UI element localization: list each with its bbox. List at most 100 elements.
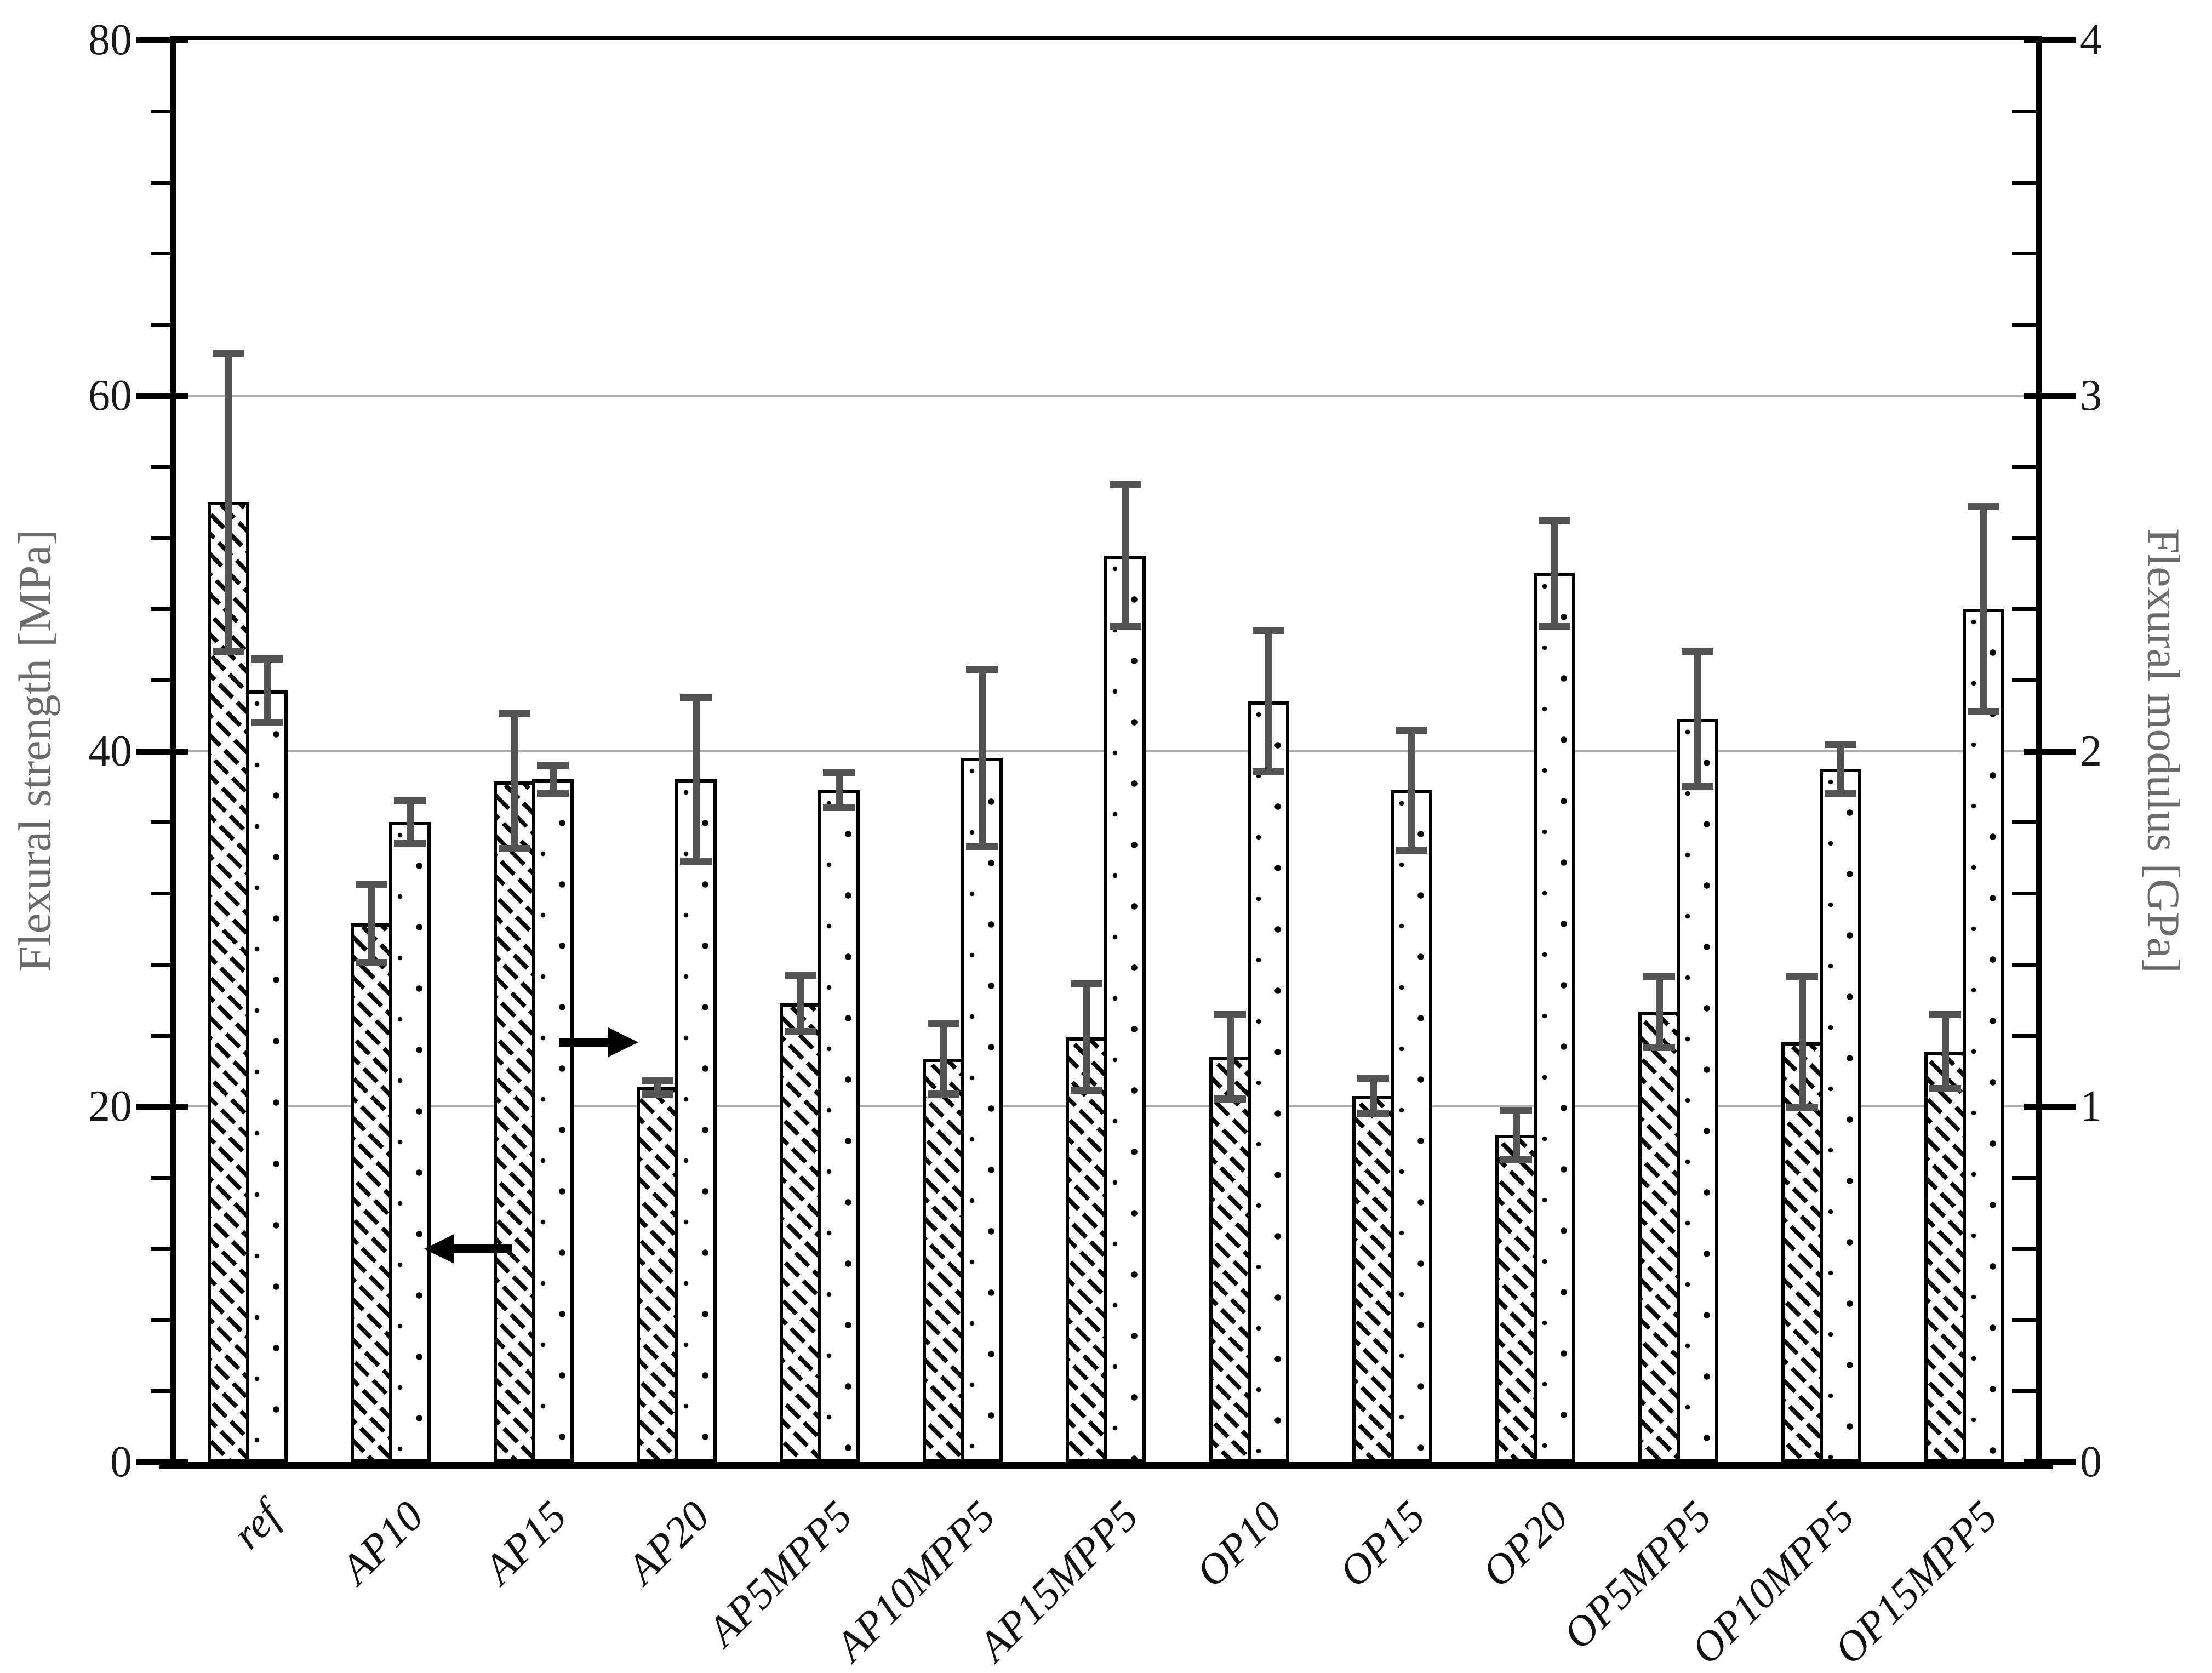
- right-axis-major-tick: [2024, 37, 2076, 43]
- error-bar-strength-op10: [1227, 1014, 1234, 1100]
- left-axis-major-tick: [136, 393, 188, 399]
- right-axis-tick-label: 4: [2080, 16, 2102, 64]
- bar-modulus-op15: [1391, 790, 1432, 1462]
- bar-modulus-ap15: [532, 779, 574, 1462]
- error-bar-modulus-op10mpp5-cap-top: [1825, 741, 1856, 748]
- bar-modulus-ap10: [389, 822, 431, 1462]
- right-axis-minor-tick: [2012, 607, 2036, 611]
- error-bar-modulus-ap15mpp5-cap-top: [1110, 481, 1141, 488]
- error-bar-modulus-op15-cap-top: [1396, 727, 1427, 734]
- error-bar-modulus-op15mpp5: [1980, 506, 1987, 712]
- left-axis-tick-label: 60: [88, 372, 132, 420]
- error-bar-strength-op15mpp5: [1942, 1014, 1949, 1089]
- right-axis-major-tick: [2024, 393, 2076, 399]
- left-axis-minor-tick: [151, 110, 175, 113]
- right-axis-minor-tick: [2012, 252, 2036, 255]
- error-bar-modulus-ap15mpp5: [1122, 484, 1129, 627]
- bar-strength-op15mpp5: [1924, 1052, 1966, 1462]
- bar-strength-op10mpp5: [1781, 1042, 1823, 1462]
- bar-modulus-ap5mpp5: [818, 790, 860, 1462]
- bar-strength-ap10: [351, 923, 392, 1462]
- right-axis-tick-label: 2: [2080, 727, 2102, 775]
- error-bar-modulus-op15mpp5-cap-top: [1968, 503, 1999, 510]
- left-pointing-arrow-to-left-axis-head: [424, 1234, 454, 1264]
- gridline-60mpa: [176, 395, 2036, 397]
- error-bar-strength-op5mpp5: [1656, 977, 1663, 1048]
- error-bar-modulus-op10mpp5: [1837, 744, 1844, 794]
- error-bar-strength-ap15mpp5: [1083, 984, 1090, 1090]
- error-bar-modulus-op10-cap-bottom: [1253, 768, 1284, 775]
- error-bar-strength-op20-cap-bottom: [1500, 1156, 1532, 1163]
- error-bar-strength-ref-cap-bottom: [213, 648, 244, 655]
- bar-strength-ref: [208, 502, 249, 1462]
- right-pointing-arrow-to-right-axis-head: [608, 1027, 638, 1057]
- error-bar-modulus-ap15-cap-bottom: [537, 790, 569, 797]
- bar-modulus-op20: [1534, 573, 1575, 1462]
- left-axis-minor-tick: [151, 465, 175, 469]
- right-axis-minor-tick: [2012, 181, 2036, 185]
- x-axis-label-op20: OP20: [1472, 1492, 1577, 1596]
- bar-modulus-op10mpp5: [1820, 769, 1861, 1462]
- plot-frame-bottom: [159, 1462, 2053, 1469]
- bar-strength-ap5mpp5: [780, 1003, 821, 1462]
- left-axis-minor-tick: [151, 1318, 175, 1322]
- error-bar-modulus-op15-cap-bottom: [1396, 847, 1427, 854]
- bar-strength-op20: [1495, 1135, 1537, 1462]
- right-axis-minor-tick: [2012, 820, 2036, 824]
- right-axis-minor-tick: [2012, 1034, 2036, 1038]
- left-axis-minor-tick: [151, 1034, 175, 1038]
- error-bar-strength-op10-cap-top: [1214, 1011, 1246, 1018]
- left-axis-tick-label: 0: [110, 1438, 132, 1486]
- error-bar-strength-op20: [1513, 1110, 1520, 1160]
- error-bar-strength-ap15-cap-top: [499, 710, 530, 717]
- error-bar-modulus-op15: [1408, 730, 1415, 851]
- error-bar-modulus-op5mpp5: [1694, 652, 1701, 787]
- right-axis-minor-tick: [2012, 465, 2036, 469]
- left-axis-minor-tick: [151, 536, 175, 540]
- x-axis-label-ref: ref: [223, 1492, 289, 1558]
- right-axis-minor-tick: [2012, 963, 2036, 967]
- bar-strength-op10: [1209, 1057, 1251, 1462]
- error-bar-strength-op15mpp5-cap-bottom: [1929, 1085, 1961, 1092]
- error-bar-strength-ap10mpp5-cap-bottom: [928, 1090, 959, 1098]
- right-axis-minor-tick: [2012, 1247, 2036, 1251]
- bar-strength-op5mpp5: [1638, 1012, 1680, 1462]
- error-bar-modulus-ref-cap-bottom: [251, 719, 283, 726]
- error-bar-modulus-ap20-cap-top: [680, 694, 712, 701]
- error-bar-modulus-op15mpp5-cap-bottom: [1968, 708, 1999, 715]
- left-axis-minor-tick: [151, 1176, 175, 1180]
- error-bar-strength-op10mpp5-cap-top: [1786, 973, 1818, 980]
- error-bar-modulus-ap10mpp5-cap-top: [966, 666, 998, 673]
- error-bar-strength-op10mpp5: [1799, 977, 1806, 1108]
- error-bar-strength-op10-cap-bottom: [1214, 1095, 1246, 1103]
- error-bar-modulus-ap10-cap-top: [394, 797, 426, 804]
- error-bar-strength-ap20-cap-top: [642, 1077, 673, 1084]
- left-axis-minor-tick: [151, 963, 175, 967]
- x-axis-label-ap20: AP20: [617, 1492, 718, 1593]
- error-bar-strength-ap5mpp5-cap-top: [785, 972, 816, 979]
- error-bar-strength-ap15-cap-bottom: [499, 845, 530, 852]
- error-bar-modulus-ap10: [407, 801, 414, 843]
- error-bar-modulus-ap5mpp5: [836, 772, 843, 808]
- error-bar-strength-ap10mpp5-cap-top: [928, 1020, 959, 1027]
- error-bar-modulus-ap15-cap-top: [537, 762, 569, 769]
- right-axis-minor-tick: [2012, 892, 2036, 895]
- error-bar-strength-op15-cap-bottom: [1357, 1110, 1389, 1117]
- bar-strength-ap10mpp5: [923, 1059, 964, 1462]
- x-axis-label-ap10: AP10: [331, 1492, 432, 1593]
- error-bar-strength-op15: [1370, 1078, 1377, 1114]
- right-axis-tick-label: 0: [2080, 1438, 2102, 1486]
- x-axis-label-ap15: AP15: [474, 1492, 575, 1593]
- left-axis-minor-tick: [151, 607, 175, 611]
- error-bar-modulus-op5mpp5-cap-bottom: [1682, 783, 1713, 790]
- error-bar-modulus-ref-cap-top: [251, 655, 283, 663]
- error-bar-strength-ref: [225, 353, 232, 652]
- error-bar-strength-ap5mpp5-cap-bottom: [785, 1028, 816, 1035]
- error-bar-modulus-ap5mpp5-cap-bottom: [823, 804, 855, 811]
- x-axis-label-op10: OP10: [1186, 1492, 1291, 1596]
- error-bar-strength-op10mpp5-cap-bottom: [1786, 1104, 1818, 1111]
- right-axis-major-tick: [2024, 749, 2076, 755]
- left-axis-major-tick: [136, 37, 188, 43]
- left-axis-tick-label: 40: [88, 727, 132, 775]
- error-bar-strength-ap10-cap-bottom: [356, 959, 387, 966]
